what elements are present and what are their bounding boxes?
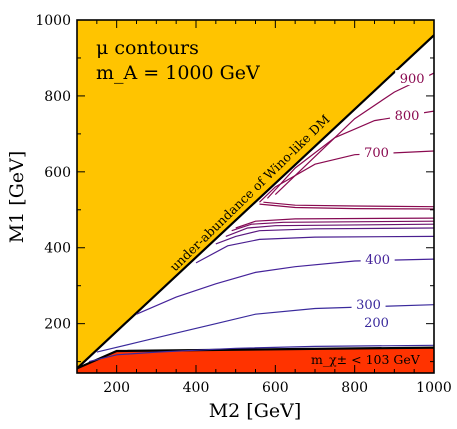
wino-underabundance-region: [77, 20, 434, 369]
mu-contour-unlabeled-7: [235, 217, 434, 229]
mu-contour-300: [96, 304, 434, 353]
y-tick-label: 600: [44, 165, 71, 181]
contour-label-bg-800: [390, 106, 425, 122]
y-tick-label: 400: [44, 241, 71, 257]
mu-contour-fan-0: [263, 201, 434, 208]
contour-label-800: 800: [395, 109, 420, 124]
wino-boundary-diagonal: [77, 34, 434, 370]
mu-contour-unlabeled-3: [195, 235, 434, 264]
contour-label-300: 300: [356, 298, 381, 313]
contour-label-bg-900: [395, 70, 430, 86]
mu-contour-400: [136, 258, 434, 315]
mu-contour-unlabeled-6: [231, 220, 434, 232]
mu-contour-unlabeled-4: [215, 227, 434, 245]
contour-label-900: 900: [400, 72, 425, 87]
x-tick-label: 800: [341, 380, 368, 396]
chargino-region-label: m_χ± < 103 GeV: [311, 352, 421, 367]
x-tick-label: 200: [103, 380, 130, 396]
contour-label-bg-200: [359, 313, 394, 329]
chargino-mass-bound-region: [77, 347, 434, 373]
contour-label-400: 400: [365, 253, 390, 268]
y-tick-label: 200: [44, 317, 71, 333]
contour-label-200: 200: [364, 316, 389, 331]
mu-contour-unlabeled-5: [225, 223, 434, 237]
contour-label-bg-400: [360, 251, 395, 267]
x-tick-label: 600: [262, 380, 289, 396]
contour-label-700: 700: [364, 146, 389, 161]
chargino-bound-line: [77, 346, 434, 370]
mu-contour-900: [274, 72, 434, 196]
y-tick-label: 1000: [35, 13, 71, 29]
contour-label-bg-700: [359, 144, 394, 160]
annotation-mA: m_A = 1000 GeV: [96, 62, 260, 84]
x-tick-label: 1000: [416, 380, 452, 396]
x-axis-label: M2 [GeV]: [209, 400, 302, 422]
y-axis-label: M1 [GeV]: [6, 151, 28, 244]
contour-label-bg-300: [351, 295, 386, 311]
annotation-title: μ contours: [96, 37, 199, 59]
mu-contour-200: [88, 344, 434, 363]
x-tick-label: 400: [183, 380, 210, 396]
mu-contour-fan-1: [259, 203, 434, 210]
y-tick-label: 800: [44, 89, 71, 105]
